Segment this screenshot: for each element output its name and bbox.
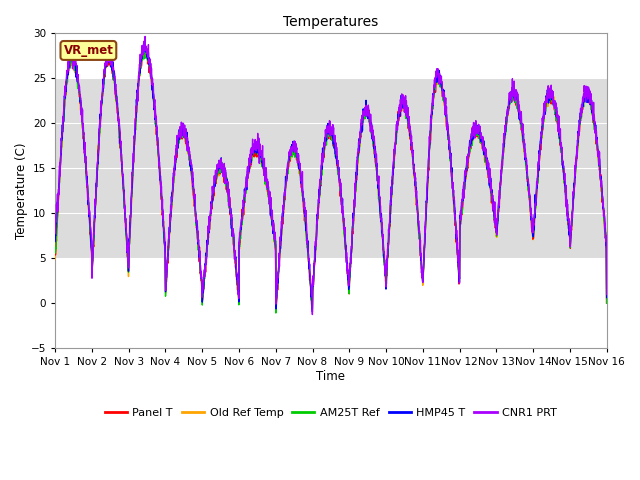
- Bar: [55, 258, 607, 348]
- Title: Temperatures: Temperatures: [284, 15, 378, 29]
- Y-axis label: Temperature (C): Temperature (C): [15, 142, 28, 239]
- Bar: [55, 78, 607, 258]
- Legend: Panel T, Old Ref Temp, AM25T Ref, HMP45 T, CNR1 PRT: Panel T, Old Ref Temp, AM25T Ref, HMP45 …: [100, 404, 561, 423]
- X-axis label: Time: Time: [316, 370, 346, 383]
- Bar: [55, 33, 607, 78]
- Text: VR_met: VR_met: [63, 44, 113, 57]
